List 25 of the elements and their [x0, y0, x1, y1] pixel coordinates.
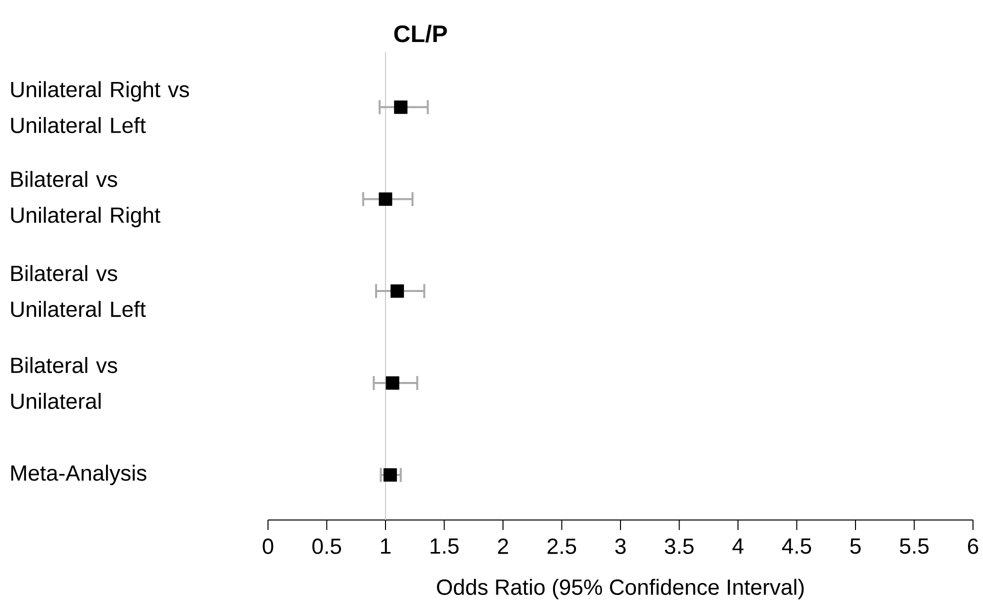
y-tick-label: Meta-Analysis — [11, 464, 146, 486]
x-tick-label: 4.5 — [782, 538, 812, 554]
point — [386, 376, 400, 390]
x-tick-label: 3.5 — [664, 538, 694, 554]
x-tick-label: 3 — [615, 538, 626, 554]
x-tick-label: 5 — [850, 538, 861, 554]
point — [378, 192, 392, 206]
x-tick-label: 6 — [968, 538, 978, 554]
point — [384, 468, 397, 482]
x-tick-label: 2 — [498, 538, 508, 554]
x-tick-label: 5.5 — [900, 538, 929, 554]
y-tick-label: Bilateral vs Unilateral Left — [11, 265, 146, 318]
point — [390, 284, 404, 298]
y-tick-label: Unilateral Right vs Unilateral Left — [11, 81, 189, 134]
y-tick-label: Bilateral vs Unilateral Right — [11, 170, 160, 228]
x-tick-label: 2.5 — [548, 538, 576, 554]
x-axis-title: Odds Ratio (95% Confidence Interval) — [436, 578, 804, 600]
x-tick-label: 0.5 — [312, 538, 342, 554]
x-tick-label: 1.5 — [430, 538, 459, 554]
x-tick-label: 0 — [262, 538, 274, 554]
y-tick-label: Bilateral vs Unilateral — [11, 357, 118, 409]
chart-title: CL/P — [394, 24, 447, 43]
x-tick-label: 1 — [381, 538, 391, 554]
point — [394, 100, 408, 114]
x-tick-label: 4 — [732, 538, 744, 554]
